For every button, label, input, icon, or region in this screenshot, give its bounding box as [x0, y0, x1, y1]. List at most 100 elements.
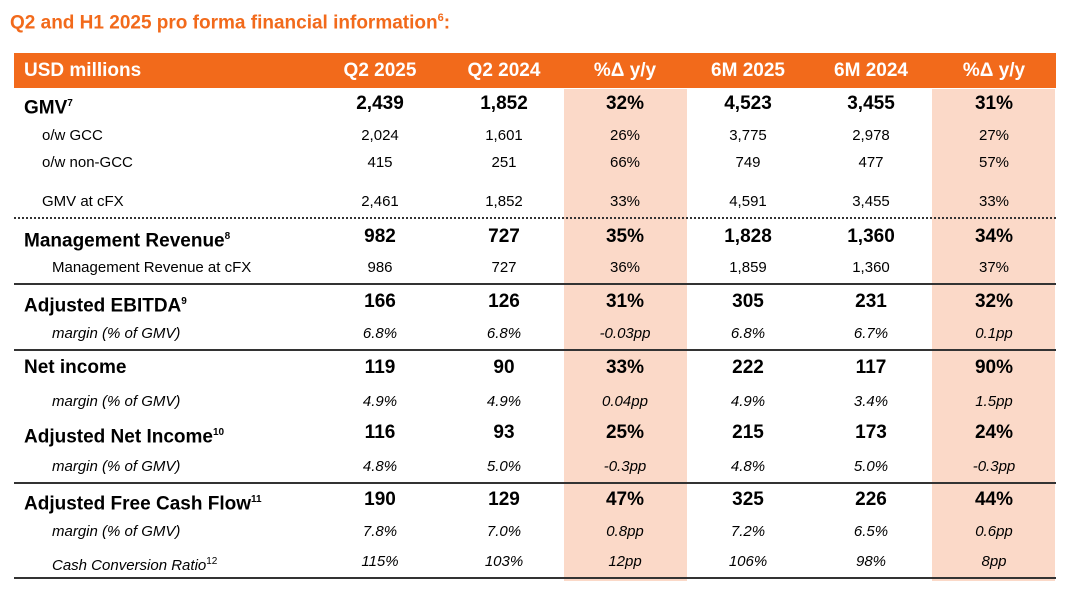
- table-row-cash-conversion: Cash Conversion Ratio12 115% 103% 12pp 1…: [14, 550, 1056, 574]
- cell-6m-2024: 6.5%: [853, 523, 889, 540]
- cell-6m-change: 57%: [978, 154, 1010, 171]
- cell-q2-2025: 190: [364, 489, 396, 510]
- header-q2-2025: Q2 2025: [343, 60, 417, 81]
- row-divider: [14, 283, 1056, 285]
- title-suffix: :: [443, 12, 451, 34]
- title-text: Q2 and H1 2025 pro forma financial infor…: [10, 12, 438, 34]
- cell-6m-2025: 222: [732, 357, 764, 378]
- cell-6m-2024: 226: [855, 489, 887, 510]
- cell-q2-2025: 115%: [361, 553, 399, 570]
- cell-q2-change: 25%: [605, 422, 645, 443]
- cell-q2-2024: 126: [488, 291, 520, 312]
- cell-q2-change: 66%: [609, 154, 641, 171]
- cell-q2-2024: 1,852: [480, 93, 528, 114]
- title-footnote: 6: [437, 12, 444, 24]
- cell-6m-2024: 6.7%: [853, 325, 889, 342]
- table-row-net-income-margin: margin (% of GMV) 4.9% 4.9% 0.04pp 4.9% …: [14, 390, 1056, 414]
- row-label: o/w non-GCC: [42, 154, 133, 171]
- cell-6m-2025: 3,775: [729, 127, 767, 144]
- financial-table: USD millions Q2 2025 Q2 2024 %Δ y/y 6M 2…: [14, 53, 1056, 581]
- cell-6m-2025: 106%: [728, 553, 768, 570]
- cell-q2-2025: 982: [364, 226, 396, 247]
- cell-6m-2024: 2,978: [852, 127, 890, 144]
- row-footnote: 11: [250, 494, 262, 505]
- cell-q2-change: 33%: [609, 193, 641, 210]
- cell-6m-2025: 6.8%: [730, 325, 766, 342]
- cell-q2-2024: 5.0%: [486, 458, 522, 475]
- table-row-management-revenue: Management Revenue8 982 727 35% 1,828 1,…: [14, 223, 1056, 251]
- row-footnote: 10: [212, 427, 225, 438]
- cell-6m-2024: 477: [858, 154, 884, 171]
- cell-6m-2024: 3.4%: [853, 393, 889, 410]
- cell-q2-2024: 93: [493, 422, 515, 443]
- cell-6m-2025: 305: [732, 291, 764, 312]
- cell-6m-2024: 117: [855, 357, 887, 378]
- table-row-gcc: o/w GCC 2,024 1,601 26% 3,775 2,978 27%: [14, 124, 1056, 148]
- cell-6m-2025: 7.2%: [730, 523, 766, 540]
- cell-6m-change: 31%: [974, 93, 1014, 114]
- row-label: Management Revenue: [24, 230, 225, 252]
- cell-q2-change: 35%: [605, 226, 645, 247]
- cell-q2-2024: 90: [493, 357, 515, 378]
- cell-6m-2024: 3,455: [847, 93, 895, 114]
- cell-6m-2024: 173: [855, 422, 887, 443]
- cell-6m-change: 0.1pp: [975, 325, 1013, 342]
- cell-6m-change: 8pp: [981, 553, 1007, 570]
- row-label: margin (% of GMV): [52, 523, 181, 540]
- row-label: Net income: [24, 357, 127, 378]
- cell-q2-change: 26%: [609, 127, 641, 144]
- cell-6m-2024: 231: [855, 291, 887, 312]
- row-label: Adjusted EBITDA: [24, 295, 182, 317]
- cell-6m-change: 0.6pp: [975, 523, 1013, 540]
- cell-6m-change: 1.5pp: [975, 393, 1013, 410]
- table-row-adjusted-fcf: Adjusted Free Cash Flow11 190 129 47% 32…: [14, 486, 1056, 514]
- row-divider: [14, 217, 1056, 219]
- cell-6m-change: 27%: [978, 127, 1010, 144]
- table-row-ebitda-margin: margin (% of GMV) 6.8% 6.8% -0.03pp 6.8%…: [14, 322, 1056, 346]
- cell-6m-change: 33%: [978, 193, 1010, 210]
- table-row-fcf-margin: margin (% of GMV) 7.8% 7.0% 0.8pp 7.2% 6…: [14, 520, 1056, 544]
- cell-6m-change: 34%: [974, 226, 1014, 247]
- cell-q2-2025: 2,461: [361, 193, 399, 210]
- table-bottom-border: [14, 577, 1056, 579]
- cell-q2-2024: 103%: [484, 553, 524, 570]
- cell-q2-change: 31%: [605, 291, 645, 312]
- cell-q2-change: -0.3pp: [603, 458, 647, 475]
- cell-q2-2025: 116: [364, 422, 396, 443]
- table-row-non-gcc: o/w non-GCC 415 251 66% 749 477 57%: [14, 151, 1056, 175]
- cell-q2-change: 36%: [609, 259, 641, 276]
- cell-q2-change: 47%: [605, 489, 645, 510]
- table-row-gmv-cfx: GMV at cFX 2,461 1,852 33% 4,591 3,455 3…: [14, 190, 1056, 214]
- header-6m-change: %Δ y/y: [962, 60, 1026, 81]
- cell-q2-change: 0.04pp: [602, 393, 648, 410]
- page-title: Q2 and H1 2025 pro forma financial infor…: [10, 12, 450, 34]
- row-label: margin (% of GMV): [52, 458, 181, 475]
- cell-6m-2025: 215: [732, 422, 764, 443]
- cell-6m-change: 90%: [974, 357, 1014, 378]
- cell-q2-2024: 1,601: [485, 127, 523, 144]
- cell-6m-change: 44%: [974, 489, 1014, 510]
- highlight-column-6m-change: [932, 89, 1055, 581]
- table-row-adjusted-ebitda: Adjusted EBITDA9 166 126 31% 305 231 32%: [14, 288, 1056, 316]
- cell-q2-2025: 4.9%: [362, 393, 398, 410]
- row-label: GMV at cFX: [42, 193, 124, 210]
- cell-q2-2024: 4.9%: [486, 393, 522, 410]
- cell-q2-2025: 2,439: [356, 93, 404, 114]
- cell-6m-change: 24%: [974, 422, 1014, 443]
- cell-6m-2025: 1,828: [724, 226, 772, 247]
- cell-q2-2024: 129: [488, 489, 520, 510]
- row-footnote: 8: [224, 231, 231, 242]
- cell-6m-2024: 98%: [855, 553, 887, 570]
- header-6m-2024: 6M 2024: [834, 60, 908, 81]
- cell-q2-2025: 4.8%: [362, 458, 398, 475]
- cell-q2-2024: 251: [491, 154, 517, 171]
- cell-q2-2024: 727: [488, 226, 520, 247]
- row-footnote: 9: [181, 296, 187, 307]
- cell-6m-2025: 325: [732, 489, 764, 510]
- row-label: margin (% of GMV): [52, 393, 181, 410]
- cell-q2-change: 0.8pp: [606, 523, 644, 540]
- cell-q2-2025: 119: [364, 357, 396, 378]
- cell-6m-2025: 1,859: [729, 259, 767, 276]
- row-label: GMV: [24, 97, 68, 119]
- cell-q2-2025: 986: [367, 259, 393, 276]
